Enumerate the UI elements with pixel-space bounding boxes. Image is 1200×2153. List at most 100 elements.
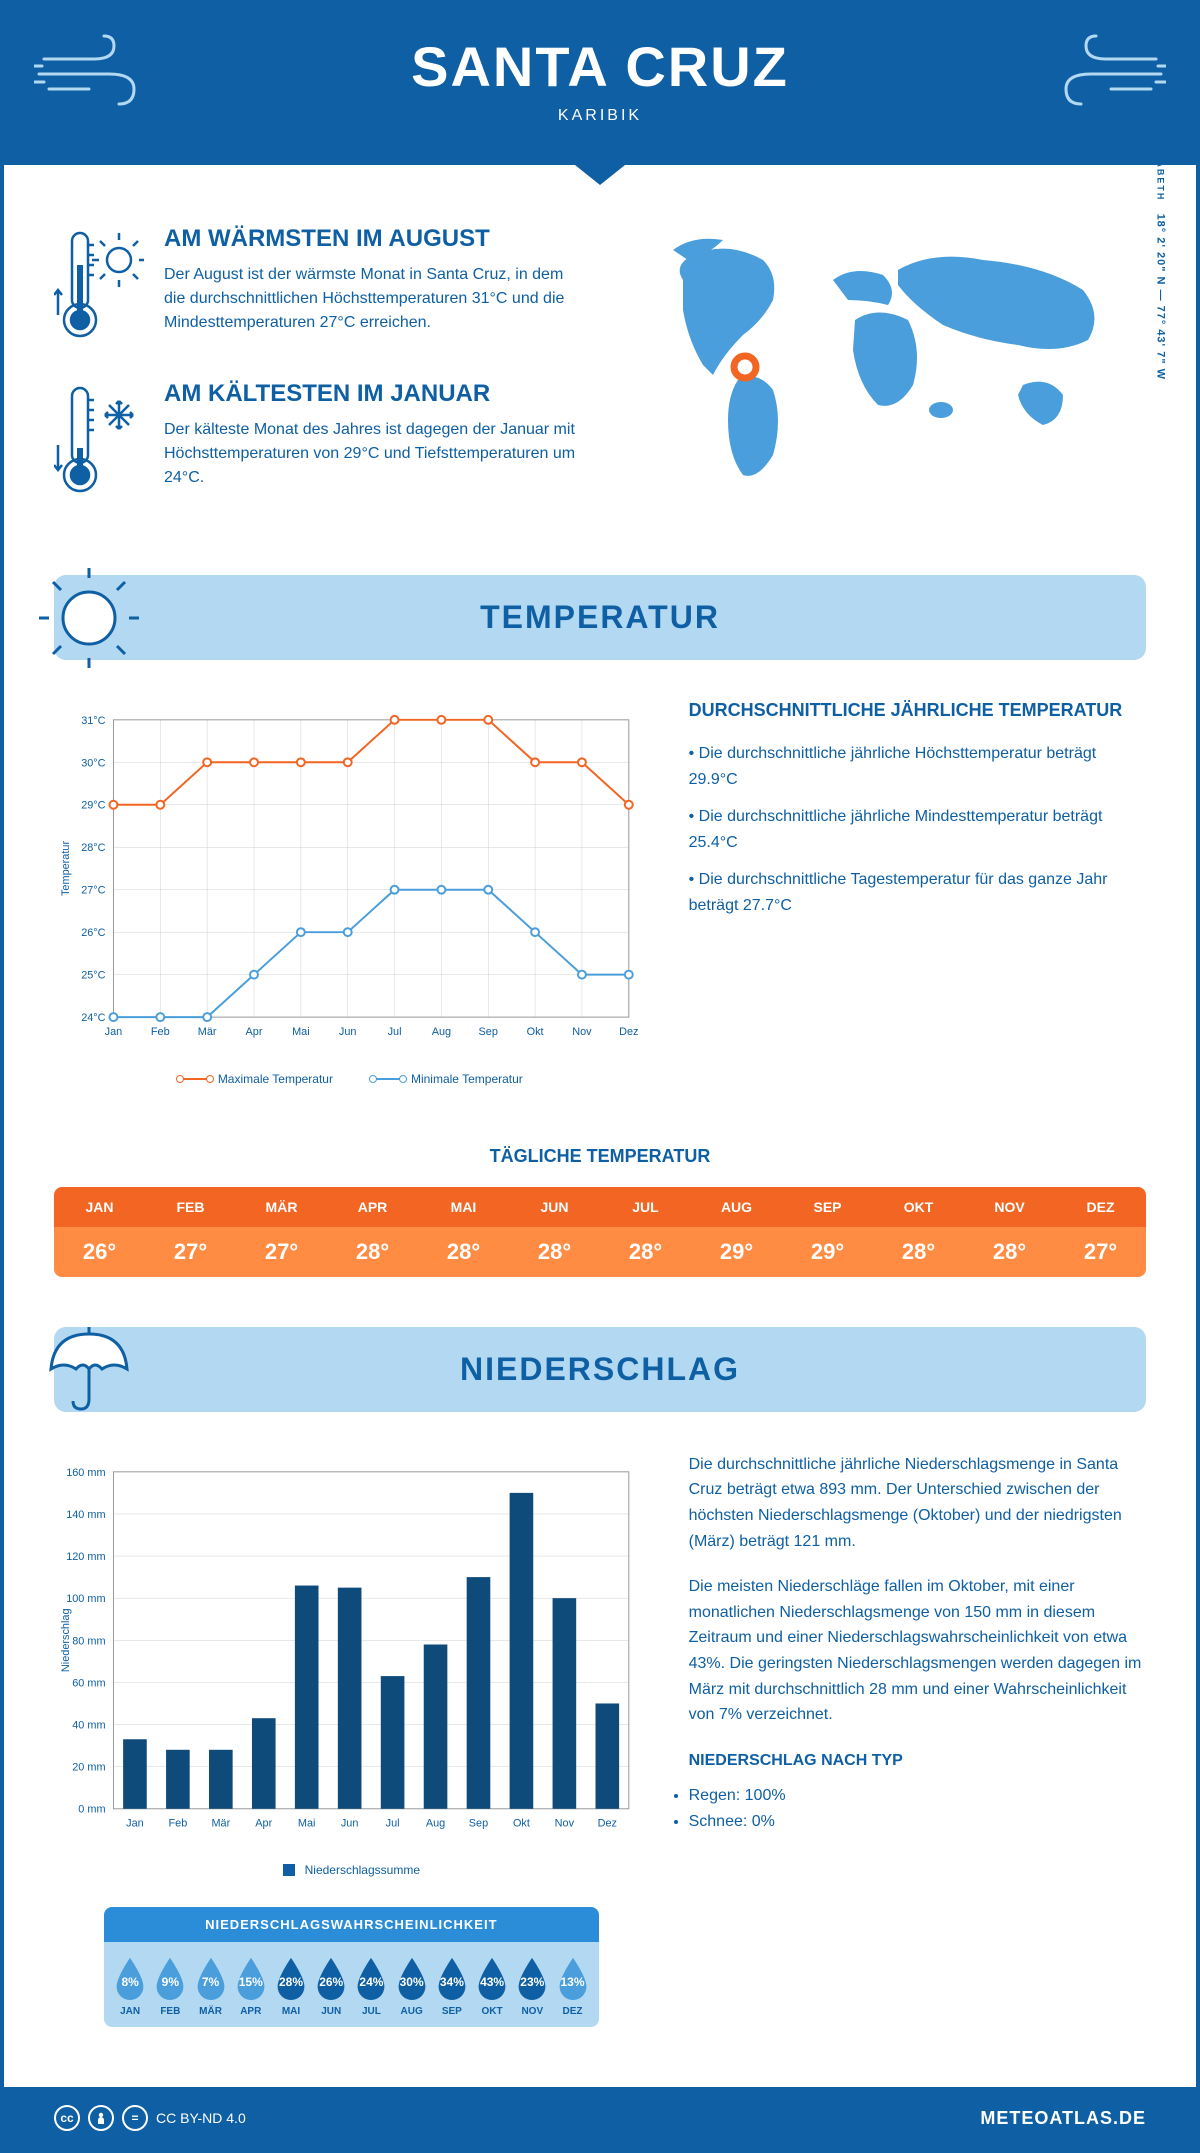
svg-text:Temperatur: Temperatur xyxy=(60,841,72,896)
temp-value: 28° xyxy=(964,1227,1055,1277)
temp-month: AUG xyxy=(691,1187,782,1227)
svg-text:31°C: 31°C xyxy=(81,715,105,727)
temp-info-item: Die durchschnittliche jährliche Höchstte… xyxy=(689,741,1146,792)
svg-text:Jan: Jan xyxy=(105,1026,123,1038)
probability-cell: 7%MÄR xyxy=(190,1956,230,2017)
temp-value: 28° xyxy=(327,1227,418,1277)
coord-lon: 77° 43' 7" W xyxy=(1155,306,1167,380)
temp-value: 28° xyxy=(418,1227,509,1277)
temp-value: 27° xyxy=(145,1227,236,1277)
location-title: SANTA CRUZ xyxy=(24,34,1176,99)
probability-cell: 28%MAI xyxy=(271,1956,311,2017)
svg-text:24°C: 24°C xyxy=(81,1012,105,1024)
temp-value: 28° xyxy=(600,1227,691,1277)
svg-text:28°C: 28°C xyxy=(81,842,105,854)
temp-chart-row: 24°C25°C26°C27°C28°C29°C30°C31°CJanFebMä… xyxy=(4,660,1196,1126)
svg-text:Dez: Dez xyxy=(598,1817,617,1829)
svg-text:26°C: 26°C xyxy=(81,927,105,939)
svg-text:20 mm: 20 mm xyxy=(72,1761,105,1773)
cc-nd-icon: = xyxy=(122,2105,148,2131)
svg-text:140 mm: 140 mm xyxy=(66,1509,105,1521)
wind-icon xyxy=(1046,34,1166,114)
probability-box: NIEDERSCHLAGSWAHRSCHEINLICHKEIT 8%JAN9%F… xyxy=(104,1907,599,2027)
wind-icon xyxy=(34,34,154,114)
temp-month: MAI xyxy=(418,1187,509,1227)
svg-text:Dez: Dez xyxy=(619,1026,638,1038)
temp-value: 26° xyxy=(54,1227,145,1277)
daily-temp-table: JANFEBMÄRAPRMAIJUNJULAUGSEPOKTNOVDEZ 26°… xyxy=(54,1187,1146,1277)
precip-type-item: Regen: 100% xyxy=(689,1783,1146,1809)
svg-text:Mär: Mär xyxy=(211,1817,230,1829)
svg-text:80 mm: 80 mm xyxy=(72,1635,105,1647)
probability-cell: 43%OKT xyxy=(472,1956,512,2017)
svg-text:Jul: Jul xyxy=(386,1817,400,1829)
svg-text:100 mm: 100 mm xyxy=(66,1593,105,1605)
probability-row: 8%JAN9%FEB7%MÄR15%APR28%MAI26%JUN24%JUL3… xyxy=(104,1942,599,2027)
probability-cell: 24%JUL xyxy=(351,1956,391,2017)
page-header: SANTA CRUZ KARIBIK xyxy=(4,4,1196,165)
svg-text:Feb: Feb xyxy=(168,1817,187,1829)
svg-text:Sep: Sep xyxy=(479,1026,498,1038)
precip-p2: Die meisten Niederschläge fallen im Okto… xyxy=(689,1574,1146,1728)
coord-lat: 18° 2' 20" N xyxy=(1155,214,1167,286)
daily-temp-title: TÄGLICHE TEMPERATUR xyxy=(4,1146,1196,1167)
svg-text:Nov: Nov xyxy=(555,1817,575,1829)
svg-text:30°C: 30°C xyxy=(81,757,105,769)
coordinates: SAINT ELIZABETH 18° 2' 20" N — 77° 43' 7… xyxy=(1155,91,1167,380)
coldest-fact: AM KÄLTESTEN IM JANUAR Der kälteste Mona… xyxy=(54,380,580,505)
section-title: TEMPERATUR xyxy=(78,599,1122,636)
svg-text:Mai: Mai xyxy=(292,1026,310,1038)
coord-region: SAINT ELIZABETH xyxy=(1156,91,1166,201)
warmest-title: AM WÄRMSTEN IM AUGUST xyxy=(164,225,580,253)
temp-legend: Maximale Temperatur Minimale Temperatur xyxy=(54,1072,649,1086)
svg-text:Jan: Jan xyxy=(126,1817,144,1829)
temp-month: JAN xyxy=(54,1187,145,1227)
temp-info-item: Die durchschnittliche jährliche Mindestt… xyxy=(689,804,1146,855)
intro-section: AM WÄRMSTEN IM AUGUST Der August ist der… xyxy=(4,165,1196,575)
temp-info-title: DURCHSCHNITTLICHE JÄHRLICHE TEMPERATUR xyxy=(689,700,1146,721)
svg-text:Mai: Mai xyxy=(298,1817,316,1829)
svg-text:Jun: Jun xyxy=(339,1026,357,1038)
temp-month: JUN xyxy=(509,1187,600,1227)
svg-text:Jun: Jun xyxy=(341,1817,359,1829)
temp-value: 29° xyxy=(782,1227,873,1277)
svg-text:120 mm: 120 mm xyxy=(66,1551,105,1563)
location-subtitle: KARIBIK xyxy=(24,107,1176,125)
precip-p1: Die durchschnittliche jährliche Niedersc… xyxy=(689,1452,1146,1554)
svg-text:60 mm: 60 mm xyxy=(72,1677,105,1689)
temp-month: SEP xyxy=(782,1187,873,1227)
svg-text:Niederschlag: Niederschlag xyxy=(60,1608,72,1672)
license-text: CC BY-ND 4.0 xyxy=(156,2110,246,2126)
legend-min: Minimale Temperatur xyxy=(411,1072,523,1086)
temperature-line-chart: 24°C25°C26°C27°C28°C29°C30°C31°CJanFebMä… xyxy=(54,700,649,1057)
precip-type-title: NIEDERSCHLAG NACH TYP xyxy=(689,1748,1146,1774)
svg-text:160 mm: 160 mm xyxy=(66,1467,105,1479)
svg-text:Jul: Jul xyxy=(388,1026,402,1038)
probability-cell: 15%APR xyxy=(231,1956,271,2017)
svg-text:0 mm: 0 mm xyxy=(78,1803,105,1815)
probability-cell: 23%NOV xyxy=(512,1956,552,2017)
svg-text:27°C: 27°C xyxy=(81,885,105,897)
svg-text:40 mm: 40 mm xyxy=(72,1719,105,1731)
world-map xyxy=(620,225,1146,505)
svg-text:Okt: Okt xyxy=(513,1817,530,1829)
temp-value: 28° xyxy=(509,1227,600,1277)
probability-cell: 34%SEP xyxy=(432,1956,472,2017)
temp-value: 27° xyxy=(236,1227,327,1277)
umbrella-icon xyxy=(39,1319,139,1419)
svg-text:Aug: Aug xyxy=(426,1817,445,1829)
thermometer-sun-icon xyxy=(54,225,144,350)
svg-text:29°C: 29°C xyxy=(81,800,105,812)
probability-cell: 13%DEZ xyxy=(552,1956,592,2017)
svg-text:Apr: Apr xyxy=(255,1817,272,1829)
cc-by-icon xyxy=(88,2105,114,2131)
warmest-fact: AM WÄRMSTEN IM AUGUST Der August ist der… xyxy=(54,225,580,350)
precip-row: 0 mm 20 mm 40 mm 60 mm 80 mm 100 mm 120 mm 140 … xyxy=(4,1412,1196,2047)
precip-type-item: Schnee: 0% xyxy=(689,1809,1146,1835)
probability-cell: 8%JAN xyxy=(110,1956,150,2017)
probability-cell: 26%JUN xyxy=(311,1956,351,2017)
cc-icon: cc xyxy=(54,2105,80,2131)
temp-value: 28° xyxy=(873,1227,964,1277)
temp-info-item: Die durchschnittliche Tagestemperatur fü… xyxy=(689,867,1146,918)
thermometer-snow-icon xyxy=(54,380,144,505)
